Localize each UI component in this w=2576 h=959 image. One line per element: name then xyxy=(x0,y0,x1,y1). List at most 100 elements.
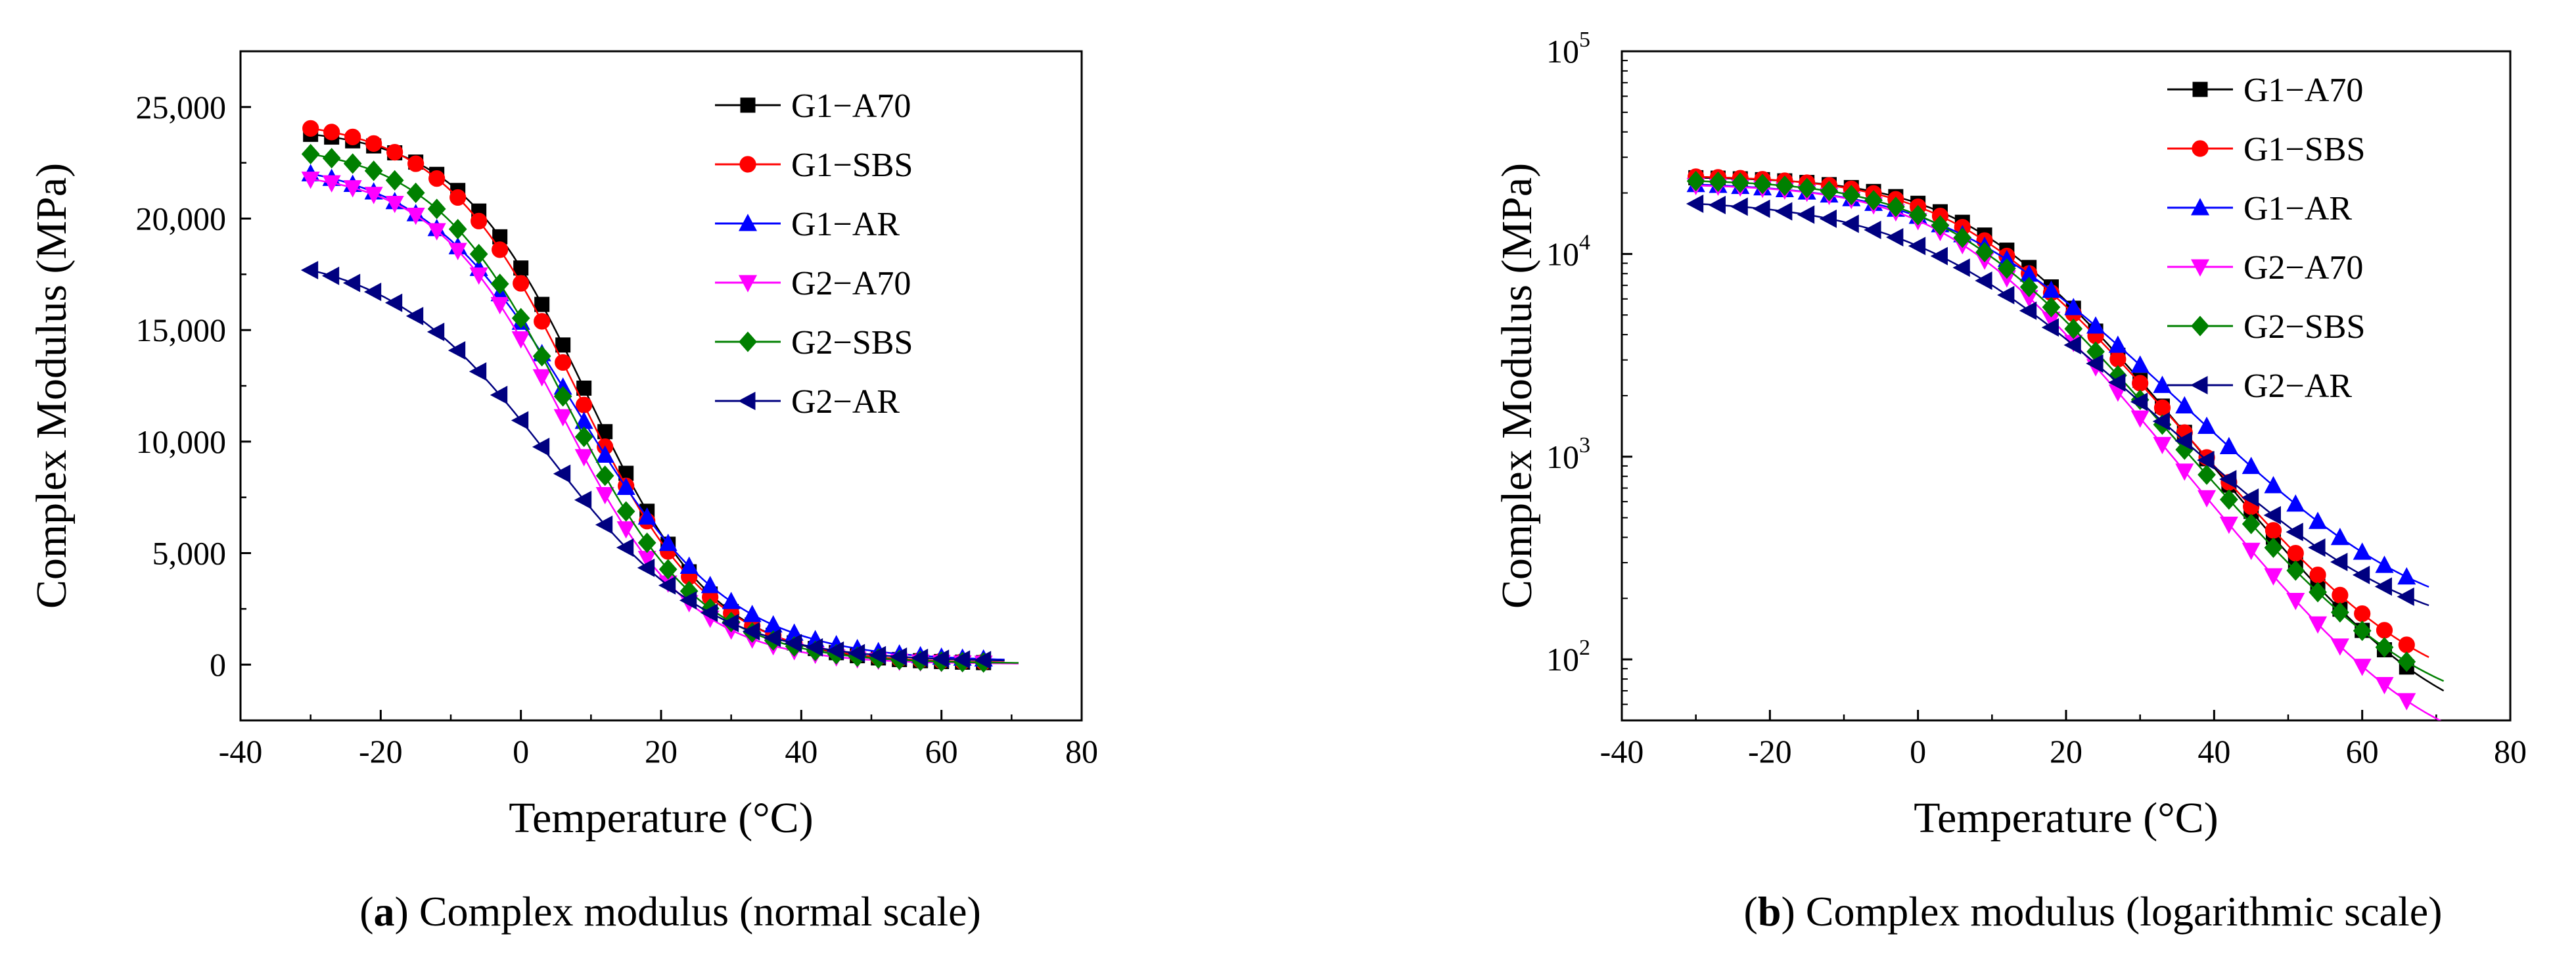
y-tick-label-b: 104 xyxy=(1546,230,1590,272)
legend-marker-b-4 xyxy=(2191,316,2209,337)
data-point-a-5 xyxy=(300,260,319,280)
data-point-a-1 xyxy=(576,396,593,413)
data-point-a-5 xyxy=(405,306,424,325)
data-point-a-5 xyxy=(616,538,634,557)
data-point-a-3 xyxy=(532,369,551,387)
legend-marker-b-5 xyxy=(2190,375,2208,395)
data-point-b-2 xyxy=(2286,494,2305,512)
data-point-b-2 xyxy=(2397,567,2416,585)
data-point-b-5 xyxy=(2241,488,2259,507)
data-point-a-5 xyxy=(868,645,886,665)
data-point-b-4 xyxy=(1997,258,2016,279)
legend-marker-a-0 xyxy=(740,97,756,113)
data-point-a-4 xyxy=(385,170,404,191)
data-point-b-4 xyxy=(1686,170,1705,192)
data-point-b-5 xyxy=(1775,202,1793,221)
data-point-b-5 xyxy=(2086,354,2104,373)
caption-a: (a) Complex modulus (normal scale) xyxy=(359,888,981,935)
data-point-a-3 xyxy=(322,175,341,193)
data-point-a-3 xyxy=(343,180,362,198)
data-point-b-2 xyxy=(2175,396,2194,413)
legend-marker-b-0 xyxy=(2192,82,2208,97)
data-point-a-5 xyxy=(658,576,676,595)
data-point-b-5 xyxy=(2330,552,2348,572)
caption-a-letter: a xyxy=(374,888,395,935)
series-line-a-1 xyxy=(310,128,1005,663)
legend-marker-a-3 xyxy=(738,275,758,292)
data-point-b-5 xyxy=(1686,194,1704,214)
data-point-a-4 xyxy=(637,532,656,553)
data-point-b-3 xyxy=(2175,463,2194,481)
data-point-b-4 xyxy=(2219,489,2238,510)
data-point-b-2 xyxy=(2264,476,2283,494)
plot-area-b xyxy=(1686,168,2445,720)
data-point-a-5 xyxy=(763,628,781,647)
data-point-b-5 xyxy=(1864,220,1881,239)
data-point-a-1 xyxy=(555,354,572,371)
data-point-a-5 xyxy=(321,266,340,285)
data-point-b-1 xyxy=(2287,545,2304,562)
x-axis-title-b: Temperature (°C) xyxy=(1914,794,2218,842)
data-point-b-3 xyxy=(2197,490,2217,508)
data-point-b-4 xyxy=(1908,204,1927,226)
legend-marker-b-3 xyxy=(2190,259,2210,277)
data-point-a-3 xyxy=(385,195,404,214)
data-point-a-1 xyxy=(513,275,530,292)
data-point-a-5 xyxy=(889,647,908,667)
data-point-b-4 xyxy=(2042,296,2061,317)
data-point-a-5 xyxy=(532,437,550,456)
legend-label-b-2: G1−AR xyxy=(2243,190,2352,227)
x-tick-label-a: -40 xyxy=(219,733,263,770)
data-point-b-5 xyxy=(2130,392,2148,411)
data-point-a-5 xyxy=(826,641,844,660)
series-line-b-5 xyxy=(1695,202,2429,607)
data-point-a-3 xyxy=(595,486,614,505)
data-point-a-2 xyxy=(595,445,614,463)
data-point-b-5 xyxy=(1908,237,1926,256)
data-point-b-3 xyxy=(2242,542,2261,561)
x-tick-label-a: 60 xyxy=(925,733,958,770)
data-point-b-4 xyxy=(1731,172,1750,193)
data-point-b-3 xyxy=(2353,659,2372,676)
data-point-b-4 xyxy=(2019,277,2038,298)
data-point-a-4 xyxy=(364,160,383,181)
data-point-a-1 xyxy=(449,189,467,206)
x-tick-label-b: 60 xyxy=(2346,733,2379,770)
legend-label-b-0: G1−A70 xyxy=(2243,72,2363,109)
data-point-b-5 xyxy=(2286,523,2303,542)
data-point-b-5 xyxy=(2374,577,2392,596)
data-point-a-4 xyxy=(406,182,425,203)
caption-a-text: Complex modulus (normal scale) xyxy=(409,888,981,935)
legend-label-a-5: G2−AR xyxy=(791,383,900,421)
data-point-a-4 xyxy=(511,308,530,329)
data-point-a-5 xyxy=(342,273,361,292)
data-point-b-5 xyxy=(1730,197,1748,216)
data-point-a-2 xyxy=(637,507,656,525)
series-line-a-2 xyxy=(310,173,1005,661)
y-axis-title-a: Complex Modulus (MPa) xyxy=(28,163,76,609)
data-point-b-4 xyxy=(1953,227,1972,248)
data-point-a-5 xyxy=(490,385,508,404)
caption-b-letter: b xyxy=(1758,888,1782,935)
data-point-a-3 xyxy=(364,187,383,204)
legend-marker-b-2 xyxy=(2190,198,2210,216)
x-tick-label-a: 40 xyxy=(785,733,817,770)
data-point-b-5 xyxy=(2352,565,2370,584)
x-tick-label-b: 20 xyxy=(2050,733,2082,770)
data-point-a-5 xyxy=(784,634,802,653)
data-point-a-1 xyxy=(471,212,488,229)
caption-b: (b) Complex modulus (logarithmic scale) xyxy=(1744,888,2443,935)
data-point-b-5 xyxy=(1997,285,2015,304)
data-point-b-5 xyxy=(2174,431,2192,450)
data-point-a-3 xyxy=(301,172,320,189)
data-point-b-4 xyxy=(1775,175,1794,197)
data-point-b-5 xyxy=(2108,373,2126,392)
data-point-a-5 xyxy=(448,341,466,360)
data-point-b-5 xyxy=(1841,214,1859,233)
data-point-a-5 xyxy=(721,613,739,632)
data-point-a-3 xyxy=(511,331,530,349)
data-point-a-1 xyxy=(323,124,340,141)
data-point-a-3 xyxy=(574,449,593,467)
x-axis-title-a: Temperature (°C) xyxy=(509,794,813,842)
data-point-a-5 xyxy=(700,603,718,622)
